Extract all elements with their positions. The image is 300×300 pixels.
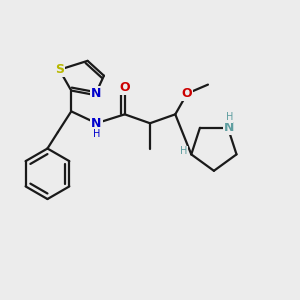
Text: H: H <box>93 129 100 139</box>
Text: H: H <box>180 146 188 156</box>
Text: N: N <box>91 87 102 100</box>
Text: N: N <box>91 117 102 130</box>
Text: N: N <box>224 121 235 134</box>
Text: H: H <box>226 112 233 122</box>
Text: S: S <box>55 63 64 76</box>
Text: O: O <box>119 81 130 94</box>
Text: O: O <box>182 87 193 100</box>
